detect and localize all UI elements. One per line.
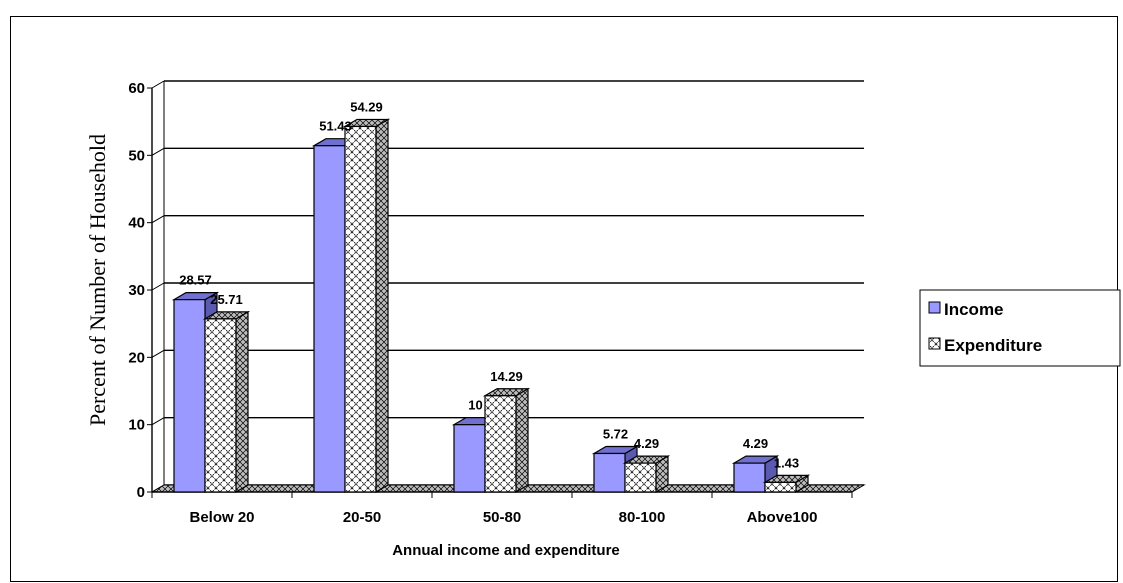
y-tick-label: 40: [128, 215, 145, 232]
y-tick-label: 60: [128, 80, 145, 97]
y-tick-label: 0: [137, 484, 145, 501]
gridline-depth: [151, 282, 165, 291]
bar-front: [173, 299, 206, 493]
legend-swatch-expenditure: [928, 337, 941, 350]
bar-front: [204, 318, 237, 493]
bar-front: [764, 481, 797, 493]
bar-front: [624, 462, 657, 493]
legend-label-income: Income: [944, 300, 1004, 319]
data-label: 51.43: [319, 119, 352, 134]
y-tick-label: 30: [128, 282, 145, 299]
legend-swatch-income: [928, 301, 941, 314]
bar-expenditure-1: [342, 118, 391, 494]
y-tick-label: 20: [128, 349, 145, 366]
legend-label-expenditure: Expenditure: [944, 336, 1042, 355]
bar-expenditure-4: [762, 474, 811, 494]
bar-front: [484, 395, 517, 493]
bar-expenditure-3: [622, 455, 671, 494]
data-label: 1.43: [774, 455, 799, 470]
legend: Income Expenditure: [919, 289, 1121, 367]
bar-front: [344, 125, 377, 493]
data-label: 14.29: [490, 369, 523, 384]
y-tick-label: 10: [128, 417, 145, 434]
bar-side: [515, 387, 529, 494]
data-label: 5.72: [603, 426, 628, 441]
gridline-depth: [151, 147, 165, 156]
data-label: 25.71: [210, 292, 243, 307]
bar-expenditure-0: [202, 310, 251, 494]
y-axis-title: Percent of Number of Household: [85, 134, 110, 426]
gridline-depth: [151, 80, 165, 89]
bar-expenditure-2: [482, 387, 531, 494]
x-axis-title: Annual income and expenditure: [392, 542, 620, 559]
x-tick-label: Above100: [747, 509, 818, 526]
data-label: 4.29: [634, 436, 659, 451]
data-labels: 28.57 25.71 51.43 54.29 10 14.29 5.72 4.29 4.29 1…: [179, 99, 799, 470]
x-tick-label: 20-50: [343, 509, 381, 526]
x-tick-label: 50-80: [483, 509, 521, 526]
bar-side: [375, 118, 389, 494]
data-label: 10: [468, 398, 482, 413]
bar-front: [733, 462, 766, 493]
x-tick-labels: Below 20 20-50 50-80 80-100 Above100: [189, 509, 817, 526]
y-tick-label: 50: [128, 147, 145, 164]
legend-box: [919, 289, 1121, 367]
bar-front: [593, 452, 626, 493]
bars: [171, 118, 811, 494]
y-tick-labels: 0 10 20 30 40 50 60: [128, 80, 145, 501]
data-label: 28.57: [179, 273, 212, 288]
x-tick-label: 80-100: [619, 509, 666, 526]
gridline-depth: [151, 215, 165, 224]
gridline-depth: [151, 417, 165, 426]
data-label: 54.29: [350, 99, 383, 114]
data-label: 4.29: [743, 436, 768, 451]
bar-front: [453, 424, 486, 493]
x-tick-label: Below 20: [189, 509, 254, 526]
gridline-depth: [151, 349, 165, 358]
bar-front: [313, 145, 346, 493]
bar-side: [235, 310, 249, 494]
